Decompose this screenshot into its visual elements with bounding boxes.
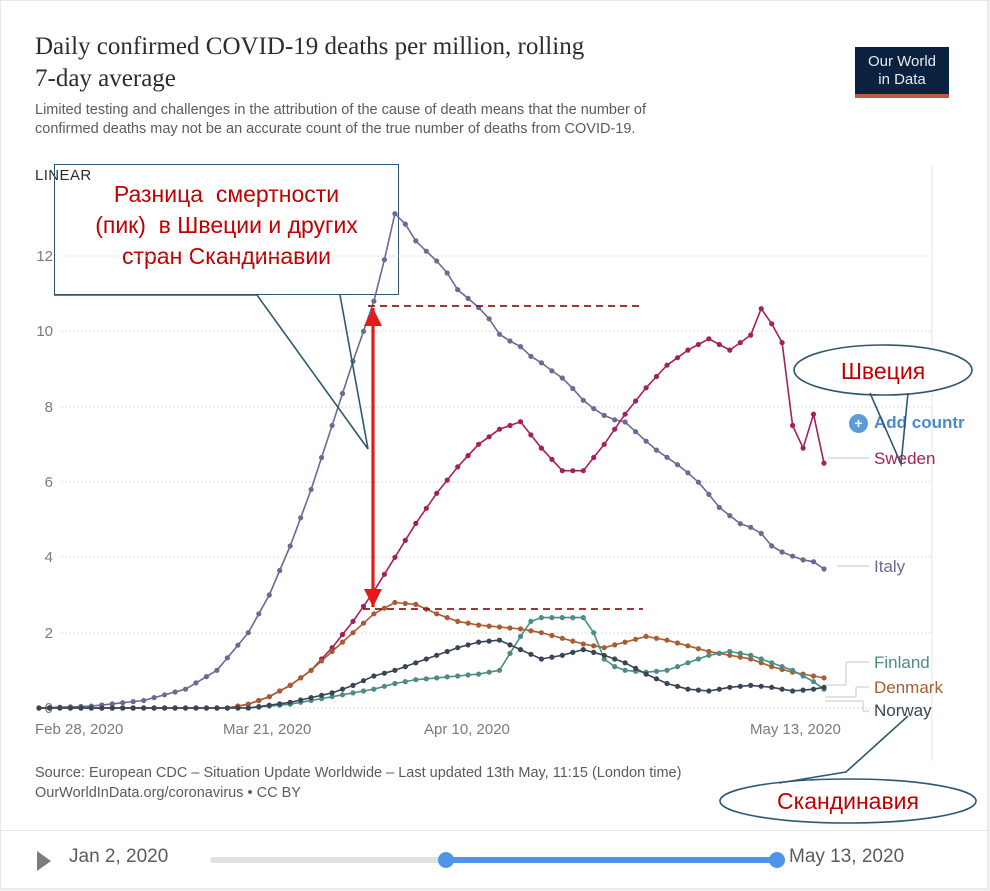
svg-text:12: 12 <box>36 248 53 265</box>
svg-text:Mar 21, 2020: Mar 21, 2020 <box>223 721 311 738</box>
svg-text:Norway: Norway <box>874 701 932 720</box>
svg-text:Швеция: Швеция <box>841 358 925 384</box>
svg-text:10: 10 <box>36 323 53 340</box>
svg-text:Feb 28, 2020: Feb 28, 2020 <box>35 721 123 738</box>
svg-text:Apr 10, 2020: Apr 10, 2020 <box>424 721 510 738</box>
svg-text:Denmark: Denmark <box>874 678 943 697</box>
svg-text:Скандинавия: Скандинавия <box>777 788 919 814</box>
svg-text:Sweden: Sweden <box>874 449 935 468</box>
svg-text:8: 8 <box>45 399 53 416</box>
svg-text:Italy: Italy <box>874 557 906 576</box>
svg-text:6: 6 <box>45 474 53 491</box>
svg-text:May 13, 2020: May 13, 2020 <box>750 721 841 738</box>
svg-text:Finland: Finland <box>874 653 930 672</box>
svg-text:2: 2 <box>45 625 53 642</box>
svg-text:4: 4 <box>45 549 53 566</box>
